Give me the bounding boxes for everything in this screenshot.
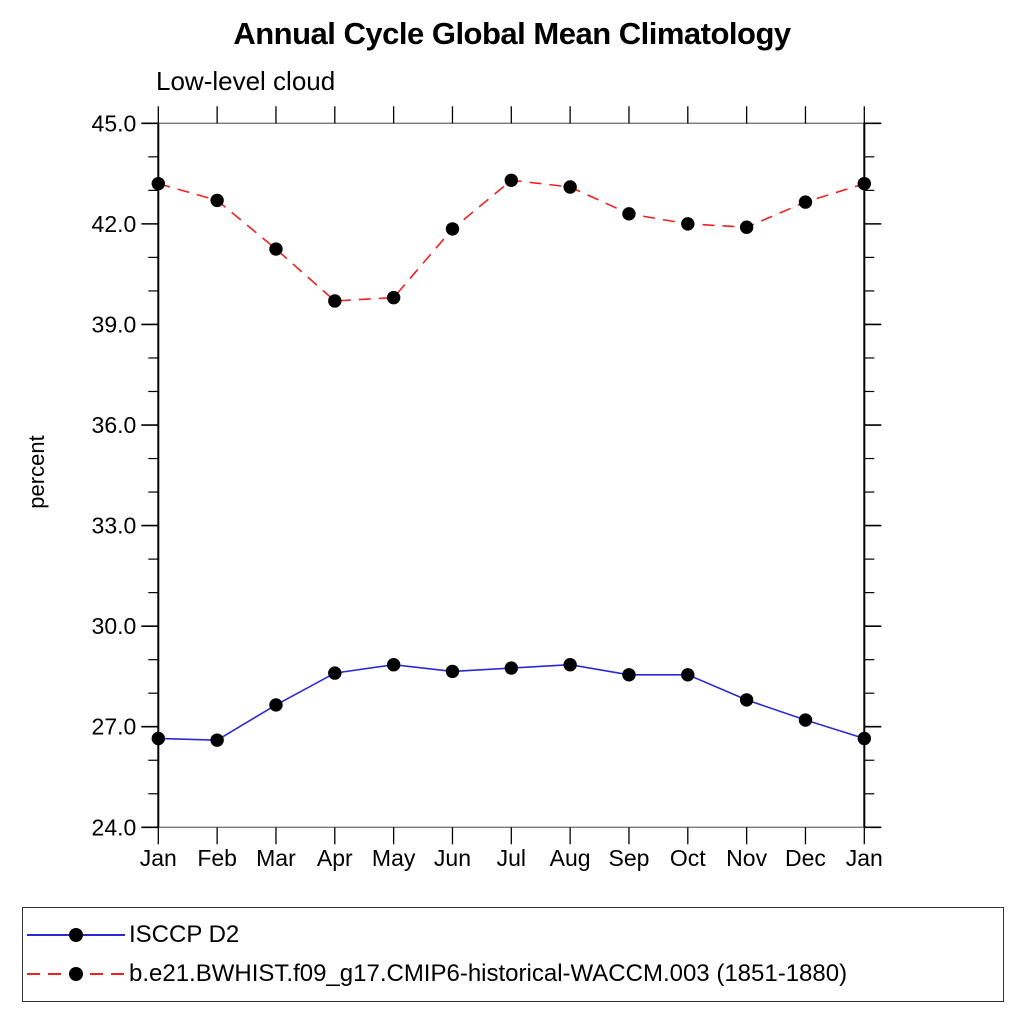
y-tick-label: 45.0: [92, 110, 137, 136]
legend-item-model-run: b.e21.BWHIST.f09_g17.CMIP6-historical-WA…: [23, 959, 1003, 989]
series-line-1: [158, 179, 865, 302]
data-point-series-1: [210, 193, 224, 208]
x-tick-label: Dec: [785, 845, 826, 871]
x-tick-label: Jul: [497, 845, 526, 871]
data-point-series-0: [269, 698, 283, 712]
legend: ISCCP D2 b.e21.BWHIST.f09_g17.CMIP6-hist…: [22, 907, 1004, 1002]
x-tick-label: May: [372, 845, 416, 871]
legend-item-isccp-d2: ISCCP D2: [23, 920, 1003, 950]
data-point-series-1: [151, 176, 165, 191]
data-point-series-1: [798, 195, 813, 209]
x-tick-label: Feb: [197, 845, 237, 871]
data-point-series-0: [504, 661, 518, 675]
x-tick-label: Aug: [550, 845, 591, 871]
data-point-series-1: [681, 217, 695, 231]
y-tick-label: 24.0: [92, 814, 137, 840]
data-point-series-0: [681, 668, 695, 682]
data-point-series-1: [269, 242, 283, 256]
legend-marker-dot: [69, 967, 83, 981]
chart-title: Annual Cycle Global Mean Climatology: [233, 16, 791, 51]
legend-line-sample-dashed: [27, 967, 125, 981]
chart-subtitle: Low-level cloud: [156, 66, 336, 96]
y-tick-label: 30.0: [92, 613, 137, 639]
legend-label-series-1: ISCCP D2: [129, 921, 240, 948]
data-point-series-0: [622, 668, 636, 682]
y-tick-label: 42.0: [92, 211, 137, 237]
y-tick-label: 39.0: [92, 311, 137, 337]
legend-label-series-2: b.e21.BWHIST.f09_g17.CMIP6-historical-WA…: [129, 960, 848, 987]
data-point-series-0: [151, 731, 165, 746]
data-point-series-1: [504, 173, 518, 187]
x-tick-label: Jan: [140, 845, 177, 871]
x-tick-label: Mar: [256, 845, 296, 871]
x-tick-label: Oct: [670, 845, 706, 871]
data-point-series-1: [386, 290, 401, 305]
legend-marker-dot: [69, 928, 83, 942]
x-tick-label: Apr: [317, 845, 353, 871]
data-point-series-0: [210, 733, 224, 747]
data-point-series-0: [798, 713, 813, 727]
data-point-series-0: [857, 731, 871, 746]
series-line-0: [158, 663, 865, 741]
x-tick-label: Jan: [846, 845, 883, 871]
data-point-series-0: [328, 666, 342, 680]
y-tick-label: 27.0: [92, 714, 137, 740]
y-tick-label: 33.0: [92, 513, 137, 539]
y-tick-label: 36.0: [92, 412, 137, 438]
x-tick-label: Jun: [434, 845, 471, 871]
data-point-series-0: [739, 693, 754, 707]
data-point-series-0: [386, 658, 401, 672]
data-point-series-0: [445, 664, 460, 679]
x-tick-label: Sep: [608, 845, 649, 871]
data-point-series-0: [563, 658, 577, 672]
data-point-series-1: [328, 294, 342, 308]
data-point-series-1: [622, 207, 636, 221]
data-point-series-1: [739, 220, 754, 234]
data-point-series-1: [445, 222, 460, 236]
x-tick-label: Nov: [726, 845, 767, 871]
legend-line-sample-solid: [27, 928, 125, 942]
data-point-series-1: [857, 176, 871, 191]
data-point-series-1: [563, 180, 577, 194]
